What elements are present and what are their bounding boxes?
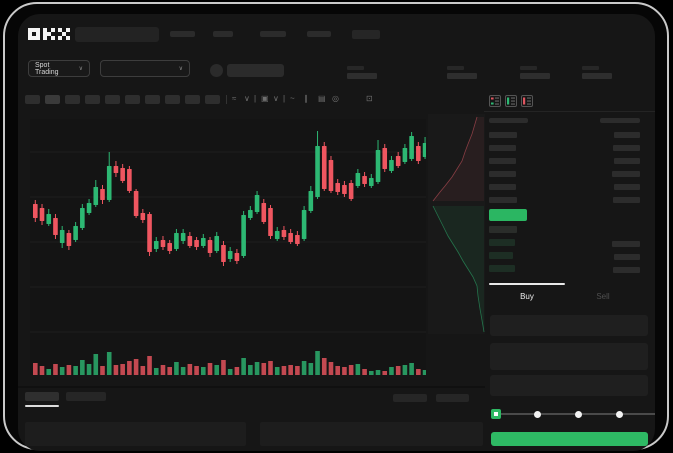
timeframe-button[interactable] <box>105 95 120 104</box>
ticker-stat <box>447 66 477 79</box>
timeframe-button[interactable] <box>25 95 40 104</box>
bid-row-amount[interactable] <box>612 241 640 247</box>
style-chevron-icon[interactable]: ∨ <box>273 94 279 103</box>
amount-input[interactable] <box>490 343 648 370</box>
chevron-down-icon: ∨ <box>78 66 83 72</box>
book-split-view-icon[interactable] <box>489 95 501 107</box>
book-asks-view-icon[interactable] <box>521 95 533 107</box>
timeframe-button[interactable] <box>145 95 160 104</box>
buy-button[interactable] <box>491 432 648 446</box>
stat-label-placeholder <box>447 66 464 70</box>
bottom-tab-history[interactable] <box>66 392 106 401</box>
bottom-tab-orders[interactable] <box>25 392 59 401</box>
tab-buy[interactable]: Buy <box>520 292 534 301</box>
timeframe-button[interactable] <box>125 95 140 104</box>
compare-lines-icon[interactable]: ∥ <box>304 94 308 103</box>
ask-row-amount[interactable] <box>614 158 640 164</box>
chevron-down-icon: ∨ <box>178 66 183 72</box>
open-orders-table <box>25 422 246 446</box>
order-history-table <box>260 422 483 446</box>
stat-label-placeholder <box>520 66 537 70</box>
price-input[interactable] <box>490 315 648 336</box>
ask-row-amount[interactable] <box>612 171 640 177</box>
timeframe-button[interactable] <box>45 95 60 104</box>
bottom-action-button[interactable] <box>393 394 427 402</box>
ask-row-amount[interactable] <box>613 145 640 151</box>
ask-row-price[interactable] <box>489 132 517 138</box>
toolbar-divider: | <box>283 94 286 103</box>
pair-avatar[interactable] <box>210 64 223 77</box>
okx-logo <box>28 28 70 40</box>
candlestick-chart[interactable] <box>30 119 426 375</box>
orderbook-price-header <box>489 118 528 123</box>
bottom-action-button[interactable] <box>436 394 469 402</box>
tool-chevron-icon[interactable]: ∨ <box>244 94 250 103</box>
buy-tab-indicator <box>489 283 565 285</box>
stat-value-placeholder <box>582 73 612 79</box>
ask-row-price[interactable] <box>489 158 516 164</box>
last-price-badge[interactable] <box>489 209 527 221</box>
timeframe-button[interactable] <box>65 95 80 104</box>
ask-row-price[interactable] <box>489 197 517 203</box>
orderbook-header-divider <box>484 111 655 112</box>
bottom-active-tab-underline <box>25 405 59 407</box>
ask-row-price[interactable] <box>489 145 516 151</box>
toolbar-divider <box>226 95 227 104</box>
nav-item-placeholder[interactable] <box>307 31 331 37</box>
trend-line-tool-icon[interactable]: ≈ <box>232 94 237 103</box>
bid-row-amount[interactable] <box>613 267 640 273</box>
pair-name-placeholder[interactable] <box>227 64 284 77</box>
bid-row-amount[interactable] <box>614 254 640 260</box>
slider-stop-dot[interactable] <box>616 411 623 418</box>
ask-row-amount[interactable] <box>613 197 640 203</box>
ticker-stat <box>520 66 550 79</box>
book-bids-view-icon[interactable] <box>505 95 517 107</box>
nav-item-placeholder[interactable] <box>260 31 286 37</box>
tab-sell[interactable]: Sell <box>596 292 610 301</box>
nav-item-placeholder[interactable] <box>352 30 380 39</box>
stat-value-placeholder <box>347 73 377 79</box>
snapshot-camera-icon[interactable]: ▤ <box>318 94 326 103</box>
total-input[interactable] <box>490 375 648 396</box>
bid-row-price[interactable] <box>489 265 515 272</box>
nav-item-placeholder[interactable] <box>170 31 195 37</box>
stat-value-placeholder <box>447 73 477 79</box>
search-input[interactable] <box>75 27 159 42</box>
fullscreen-icon[interactable]: ⊡ <box>366 94 373 103</box>
chart-bottom-divider <box>18 386 485 388</box>
indicator-wave-icon[interactable]: ~ <box>290 94 295 103</box>
timeframe-button[interactable] <box>85 95 100 104</box>
market-type-label: Spot Trading <box>35 61 59 76</box>
crosshair-target-icon[interactable]: ◎ <box>332 94 339 103</box>
ask-row-price[interactable] <box>489 171 516 177</box>
stat-label-placeholder <box>347 66 364 70</box>
ask-row-amount[interactable] <box>614 184 640 190</box>
slider-stop-dot[interactable] <box>534 411 541 418</box>
ask-row-amount[interactable] <box>614 132 640 138</box>
timeframe-button[interactable] <box>205 95 220 104</box>
ticker-stat <box>582 66 612 79</box>
bid-row-price[interactable] <box>489 239 515 246</box>
stat-value-placeholder <box>520 73 550 79</box>
candle-style-icon[interactable]: ▣ <box>261 94 269 103</box>
depth-chart[interactable] <box>428 114 485 334</box>
slider-stop-dot[interactable] <box>575 411 582 418</box>
tablet-frame: Spot Trading ∨ ∨ ≈ ∨ | ▣ ∨ | ~ ∥ ▤ ◎ ⊡ <box>3 2 669 451</box>
orderbook-amount-header <box>600 118 640 123</box>
pair-selector-dropdown[interactable]: ∨ <box>100 60 190 77</box>
ticker-stat <box>347 66 377 79</box>
toolbar-divider: | <box>254 94 257 103</box>
nav-item-placeholder[interactable] <box>213 31 233 37</box>
stat-label-placeholder <box>582 66 599 70</box>
slider-handle[interactable] <box>491 409 501 419</box>
timeframe-button[interactable] <box>165 95 180 104</box>
bid-row-price[interactable] <box>489 252 513 259</box>
market-type-selector[interactable]: Spot Trading ∨ <box>28 60 90 77</box>
ask-row-price[interactable] <box>489 184 516 190</box>
timeframe-button[interactable] <box>185 95 200 104</box>
okx-app-window: Spot Trading ∨ ∨ ≈ ∨ | ▣ ∨ | ~ ∥ ▤ ◎ ⊡ <box>18 14 655 451</box>
bid-row-price[interactable] <box>489 226 517 233</box>
